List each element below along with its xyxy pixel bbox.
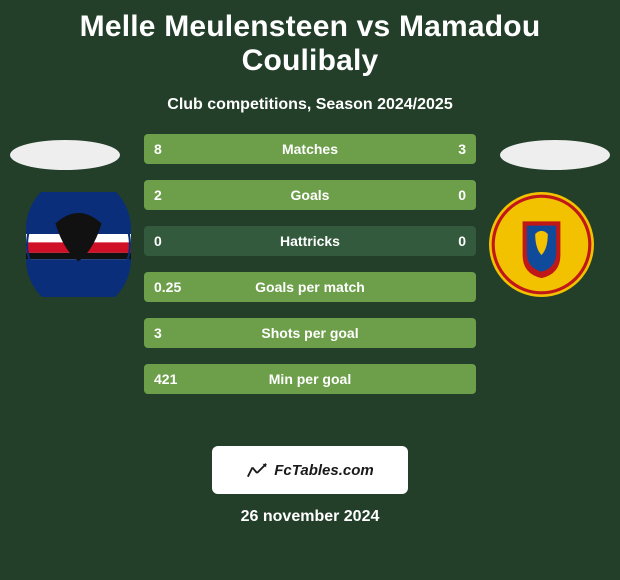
stat-row: 3Shots per goal xyxy=(144,318,476,348)
attribution-badge: FcTables.com xyxy=(212,446,408,494)
date-text: 26 november 2024 xyxy=(8,508,612,526)
page-title: Melle Meulensteen vs Mamadou Coulibaly xyxy=(8,10,612,78)
stat-value-right: 0 xyxy=(458,180,466,210)
stat-row: 8Matches3 xyxy=(144,134,476,164)
stat-value-right: 3 xyxy=(458,134,466,164)
stat-row: 0Hattricks0 xyxy=(144,226,476,256)
subtitle: Club competitions, Season 2024/2025 xyxy=(8,96,612,114)
club-logo-left xyxy=(26,192,131,297)
stat-row: 421Min per goal xyxy=(144,364,476,394)
attribution-text: FcTables.com xyxy=(274,462,373,479)
stat-row: 2Goals0 xyxy=(144,180,476,210)
sampdoria-crest-icon xyxy=(26,192,131,297)
stat-label: Shots per goal xyxy=(144,318,476,348)
comparison-stage: 8Matches32Goals00Hattricks00.25Goals per… xyxy=(8,134,612,434)
stat-label: Hattricks xyxy=(144,226,476,256)
catanzaro-crest-icon xyxy=(489,192,594,297)
fctables-logo-icon xyxy=(246,462,268,478)
stat-label: Goals per match xyxy=(144,272,476,302)
stat-label: Matches xyxy=(144,134,476,164)
club-logo-right xyxy=(489,192,594,297)
stat-row: 0.25Goals per match xyxy=(144,272,476,302)
stat-bars: 8Matches32Goals00Hattricks00.25Goals per… xyxy=(144,134,476,410)
player-halo-left xyxy=(10,140,120,170)
stat-value-right: 0 xyxy=(458,226,466,256)
player-halo-right xyxy=(500,140,610,170)
stat-label: Goals xyxy=(144,180,476,210)
stat-label: Min per goal xyxy=(144,364,476,394)
comparison-card: Melle Meulensteen vs Mamadou Coulibaly C… xyxy=(0,0,620,580)
